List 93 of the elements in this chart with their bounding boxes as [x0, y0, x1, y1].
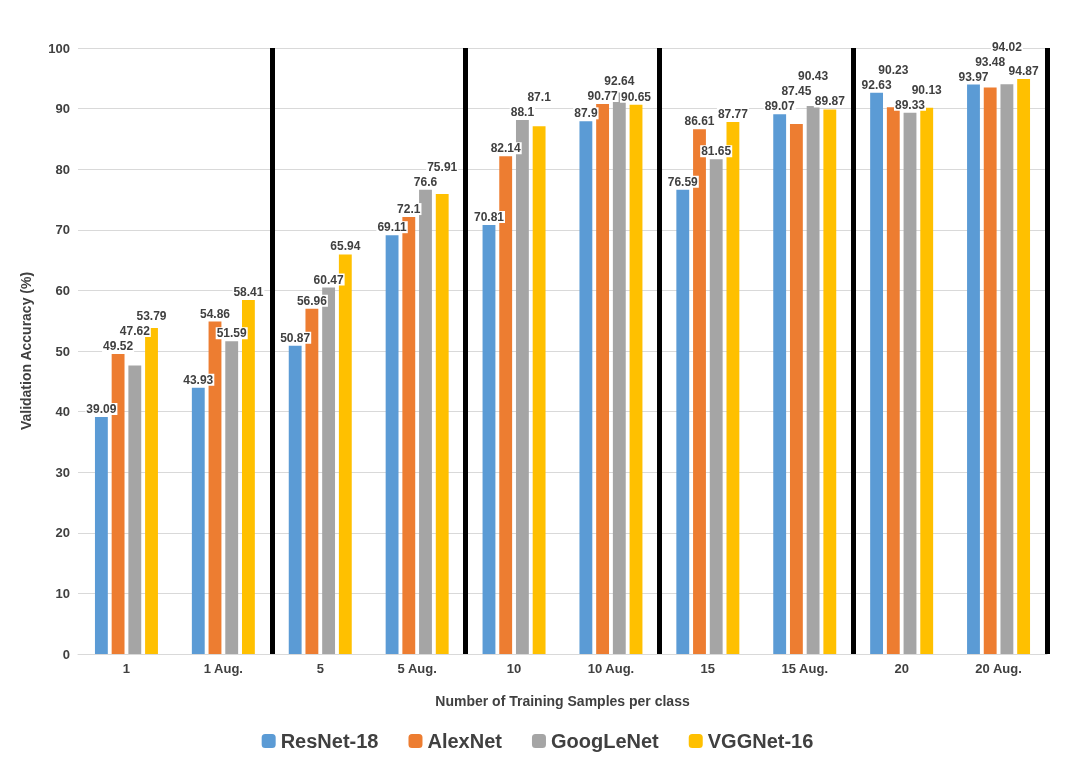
data-label: 87.77: [717, 107, 749, 122]
data-label: 90.13: [911, 82, 943, 97]
data-label: 94.02: [991, 39, 1023, 54]
data-label: 93.48: [975, 54, 1006, 69]
data-label: 82.14: [490, 141, 522, 156]
y-tick-label: 90: [55, 101, 70, 117]
x-tick-label: 5: [316, 661, 324, 676]
bar: [385, 235, 399, 654]
y-tick-label: 10: [55, 585, 70, 601]
y-tick-label: 30: [55, 464, 70, 480]
data-label: 51.59: [216, 326, 248, 341]
x-tick-label: 15: [700, 661, 716, 676]
bar: [419, 189, 432, 654]
bar: [596, 103, 610, 654]
bar: [532, 126, 546, 654]
bar: [967, 84, 980, 654]
bar: [579, 121, 593, 654]
data-label: 60.47: [313, 272, 344, 287]
x-tick-label: 5 Aug.: [397, 661, 437, 676]
legend-label: ResNet-18: [280, 730, 379, 752]
bar: [983, 87, 997, 654]
bar: [629, 104, 643, 654]
data-label: 90.43: [798, 69, 829, 84]
data-label: 76.59: [667, 174, 699, 189]
bar: [94, 417, 108, 654]
data-label: 88.1: [510, 105, 535, 120]
data-label: 72.1: [397, 202, 421, 217]
legend-label: AlexNet: [427, 730, 503, 752]
bar: [870, 92, 884, 654]
data-label: 87.45: [781, 84, 812, 99]
data-label: 39.09: [86, 402, 117, 417]
data-label: 54.86: [199, 306, 231, 321]
bar: [191, 387, 205, 654]
data-label: 89.07: [764, 99, 796, 114]
x-tick-label: 20 Aug.: [975, 661, 1022, 676]
y-tick-label: 40: [55, 404, 70, 420]
bar: [886, 107, 900, 654]
bar: [1017, 79, 1031, 654]
data-label: 50.87: [280, 330, 311, 345]
x-tick-label: 10: [506, 661, 522, 676]
data-label: 90.23: [878, 62, 909, 77]
bar: [676, 189, 690, 654]
data-label: 47.62: [119, 323, 151, 338]
data-label: 92.64: [604, 73, 635, 88]
data-label: 81.65: [701, 144, 732, 159]
bar: [806, 105, 820, 654]
bar: [288, 345, 302, 654]
data-label: 69.11: [377, 220, 408, 235]
data-label: 75.91: [427, 159, 458, 174]
bar: [773, 114, 787, 654]
y-tick-label: 100: [48, 40, 70, 56]
x-tick-label: 1 Aug.: [203, 661, 243, 676]
data-label: 56.96: [296, 293, 328, 308]
data-label: 76.6: [413, 174, 438, 189]
data-label: 70.81: [473, 209, 505, 224]
x-tick-label: 1: [122, 661, 131, 676]
y-tick-label: 50: [55, 343, 70, 359]
bar: [435, 193, 449, 654]
data-label: 49.52: [103, 338, 134, 353]
x-axis-title: Number of Training Samples per class: [435, 693, 690, 709]
bar: [482, 224, 496, 654]
data-label: 89.33: [894, 97, 926, 112]
data-label: 87.1: [527, 90, 552, 105]
data-label: 86.61: [684, 114, 715, 129]
bar: [920, 107, 934, 654]
y-tick-label: 20: [55, 525, 70, 541]
data-label: 87.9: [574, 106, 598, 121]
bar: [823, 109, 837, 654]
y-axis-title: Validation Accuracy (%): [18, 271, 34, 431]
bar: [709, 159, 723, 654]
data-label: 90.77: [587, 88, 618, 103]
bar: [789, 124, 803, 654]
x-tick-label: 10 Aug.: [587, 661, 635, 676]
bar: [1000, 84, 1014, 654]
data-label: 65.94: [330, 239, 361, 254]
legend-label: GoogLeNet: [550, 730, 660, 752]
data-label: 89.87: [814, 94, 846, 109]
data-label: 93.97: [958, 69, 989, 84]
data-label: 90.65: [621, 89, 652, 104]
x-tick-label: 15 Aug.: [781, 661, 828, 676]
data-label: 43.93: [183, 372, 214, 387]
data-label: 58.41: [233, 285, 264, 300]
bar: [128, 365, 142, 654]
data-label: 94.87: [1008, 64, 1039, 79]
y-tick-label: 60: [55, 282, 70, 298]
x-tick-label: 20: [894, 661, 909, 676]
legend-label: VGGNet-16: [707, 730, 814, 752]
data-label: 53.79: [136, 308, 167, 323]
y-tick-label: 0: [62, 646, 70, 662]
y-tick-label: 80: [55, 161, 70, 177]
data-label: 92.63: [861, 77, 892, 92]
bar: [225, 341, 239, 654]
y-tick-label: 70: [55, 222, 70, 238]
